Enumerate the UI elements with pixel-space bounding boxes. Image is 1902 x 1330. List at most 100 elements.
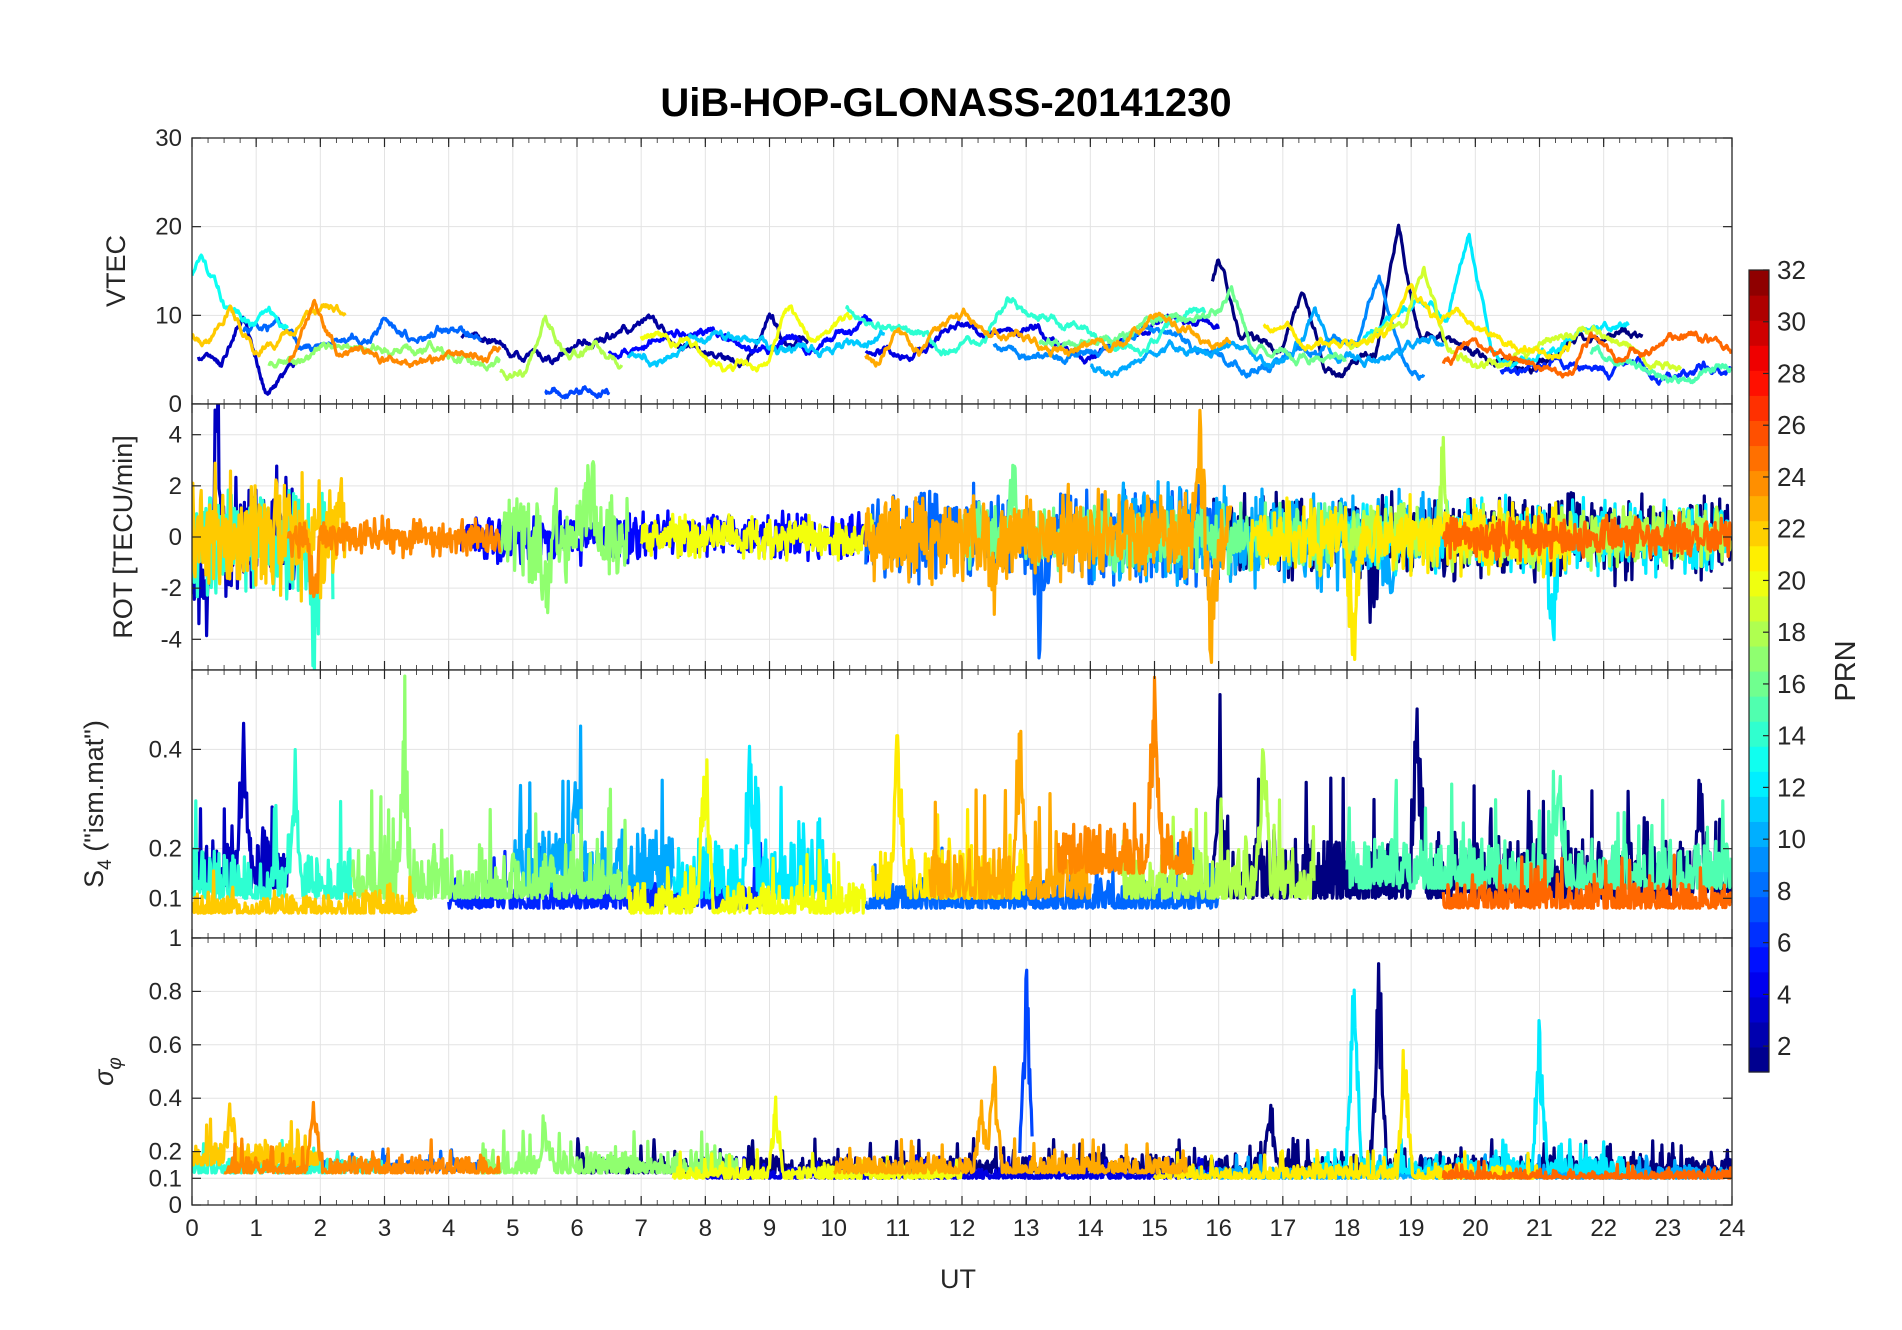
colorbar-segment: [1749, 846, 1769, 873]
series-line-prn-13: [192, 253, 289, 330]
y-tick-label: 0: [169, 1192, 182, 1219]
y-tick-label: 0.1: [149, 885, 182, 912]
y-axis-label: σφ: [89, 1057, 126, 1086]
colorbar-tick-label: 22: [1777, 514, 1806, 544]
x-tick-label: 19: [1398, 1215, 1425, 1242]
y-label-main: S: [79, 870, 109, 888]
series-line-prn-2: [460, 312, 809, 369]
colorbar-segment: [1749, 746, 1769, 772]
colorbar-tick-label: 26: [1777, 410, 1806, 440]
x-tick-label: 4: [442, 1215, 455, 1242]
y-tick-label: 10: [155, 302, 182, 329]
colorbar-frame: [1748, 269, 1770, 1073]
series-line-prn-7: [544, 385, 611, 400]
series-line-prn-5: [607, 314, 873, 360]
series-line-prn-24: [286, 514, 502, 599]
colorbar-segment: [1749, 495, 1769, 522]
series-line-prn-17: [267, 339, 501, 372]
x-tick-label: 17: [1269, 1215, 1296, 1242]
panel-vtec: 0 10 20 30 VTEC: [101, 125, 1733, 418]
colorbar-segment: [1749, 921, 1769, 948]
colorbar-tick-label: 6: [1777, 928, 1791, 958]
x-tick-label: 14: [1077, 1215, 1104, 1242]
x-tick-label: 0: [185, 1215, 198, 1242]
y-tick-label: 4: [169, 422, 182, 449]
series-line-prn-25: [1441, 511, 1732, 563]
x-tick-label: 15: [1141, 1215, 1168, 1242]
x-tick-label: 10: [820, 1215, 847, 1242]
x-tick-label: 24: [1719, 1215, 1746, 1242]
colorbar-segment: [1749, 570, 1769, 597]
colorbar-segment: [1749, 370, 1769, 396]
series-line-prn-14: [192, 748, 354, 900]
colorbar-segment: [1749, 721, 1769, 747]
colorbar-segment: [1749, 871, 1769, 898]
series-line-prn-22: [192, 1102, 322, 1167]
series-line-prn-3: [196, 315, 296, 396]
series-line-prn-25: [1441, 330, 1732, 379]
colorbar-tick-label: 8: [1777, 876, 1791, 906]
y-tick-label: 0.4: [149, 736, 182, 763]
colorbar-segment: [1749, 1046, 1769, 1073]
y-axis-label: ROT [TECU/min]: [108, 435, 138, 639]
colorbar-tick-label: 2: [1777, 1031, 1791, 1061]
y-axis-label: VTEC: [101, 235, 131, 307]
x-tick-label: 11: [885, 1215, 910, 1242]
colorbar-segment: [1749, 771, 1769, 797]
x-tick-label: 22: [1590, 1215, 1617, 1242]
x-tick-label: 2: [314, 1215, 327, 1242]
series-line-prn-23: [864, 408, 1233, 664]
colorbar-tick-label: 14: [1777, 721, 1806, 751]
series-line-prn-25: [1441, 853, 1732, 910]
y-tick-label: 0: [169, 524, 182, 551]
colorbar-segment: [1749, 595, 1769, 622]
colorbar-tick-label: 10: [1777, 824, 1806, 854]
x-tick-label: 9: [763, 1215, 776, 1242]
colorbar-segment: [1749, 345, 1769, 371]
y-tick-label: 0.8: [149, 978, 182, 1005]
colorbar-segment: [1749, 620, 1769, 647]
series-line-prn-7: [1018, 968, 1034, 1154]
colorbar-tick-label: 4: [1777, 979, 1791, 1009]
x-tick-label: 7: [634, 1215, 647, 1242]
series-line-prn-18: [499, 314, 624, 382]
colorbar-tick-label: 30: [1777, 307, 1806, 337]
colorbar-segment: [1749, 696, 1769, 722]
series-line-prn-14: [844, 296, 1207, 357]
panel-s4: 0.1 0.2 0.4 S4 ("ism.mat"): [79, 669, 1733, 939]
x-tick-label: 20: [1462, 1215, 1489, 1242]
colorbar-segment: [1749, 796, 1769, 822]
x-tick-label: 6: [570, 1215, 583, 1242]
series-line-prn-22: [192, 461, 347, 603]
y-tick-label: 30: [155, 125, 182, 152]
x-axis-label: UT: [940, 1264, 976, 1294]
y-tick-label: 2: [169, 473, 182, 500]
series-line-prn-24: [287, 298, 502, 369]
series-group: [192, 404, 1732, 670]
colorbar-label: PRN: [1830, 640, 1862, 701]
series-line-prn-20: [639, 304, 853, 373]
x-tick-label: 8: [699, 1215, 712, 1242]
y-tick-label: 0: [169, 391, 182, 418]
y-label-subscript: 4: [95, 859, 116, 870]
series-line-prn-21: [1262, 283, 1572, 361]
series-line-prn-11: [626, 329, 886, 368]
colorbar-tick-label: 32: [1777, 255, 1806, 285]
series-line-prn-15: [1589, 344, 1732, 385]
colorbar-tick-label: 12: [1777, 772, 1806, 802]
colorbar-segment: [1749, 470, 1769, 497]
colorbar-segment: [1749, 520, 1769, 547]
y-tick-label: -2: [161, 575, 182, 602]
series-line-prn-22: [192, 303, 347, 358]
y-label-main: σ: [89, 1068, 119, 1086]
series-line-prn-24: [1056, 675, 1194, 876]
series-group: [192, 674, 1732, 915]
colorbar-segment: [1749, 445, 1769, 472]
y-tick-label: 20: [155, 214, 182, 241]
x-tick-label: 12: [949, 1215, 976, 1242]
series-line-prn-15: [1345, 769, 1732, 890]
panel-rot: -4 -2 0 2 4 ROT [TECU/min]: [108, 403, 1733, 671]
